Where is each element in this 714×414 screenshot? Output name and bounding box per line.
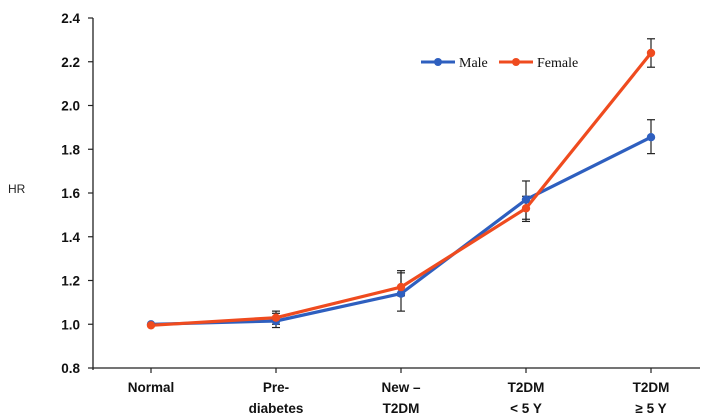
y-tick-label: 1.6 [61, 186, 80, 201]
y-tick-label: 1.4 [61, 230, 80, 245]
y-axis-label: HR [8, 182, 26, 196]
data-point-male [521, 195, 531, 204]
x-category-label-line: Pre- [263, 380, 289, 395]
y-tick-label: 2.2 [61, 55, 80, 70]
x-category-label: New – T2DM [381, 380, 421, 414]
y-tick-label: 1.8 [61, 142, 80, 157]
data-point-female [396, 282, 406, 292]
data-point-male [396, 289, 406, 298]
y-tick-label: 1.0 [61, 317, 80, 332]
data-point-female [646, 48, 656, 58]
axes [88, 17, 700, 373]
legend-item-female: Female [499, 56, 578, 71]
legend-swatch-marker [434, 58, 442, 66]
error-bars [272, 38, 655, 329]
y-tick-label: 0.8 [61, 361, 80, 376]
x-category-label-line: New – [381, 380, 421, 395]
x-category-label-line: ≥ 5 Y [635, 401, 666, 414]
data-points [146, 48, 656, 330]
legend: Male Female [421, 56, 578, 71]
y-tick-label: 2.0 [61, 99, 80, 114]
legend-item-male: Male [421, 56, 488, 71]
legend-label: Female [537, 56, 578, 71]
x-category-label-line: diabetes [249, 401, 304, 414]
x-category-label-line: < 5 Y [510, 401, 542, 414]
y-tick-labels: 0.8 1.0 1.2 1.4 1.6 1.8 2.0 2.2 2.4 [61, 11, 80, 376]
x-category-label: T2DM ≥ 5 Y [633, 380, 670, 414]
x-category-label: Normal [128, 380, 175, 395]
x-category-label: T2DM < 5 Y [508, 380, 545, 414]
data-point-female [271, 313, 281, 322]
legend-swatch-marker [512, 58, 520, 66]
x-category-label: Pre-diabetes [249, 380, 304, 414]
x-category-label-line: Normal [128, 380, 175, 395]
x-category-label-line: T2DM [508, 380, 545, 395]
x-category-label-line: T2DM [633, 380, 670, 395]
legend-label: Male [459, 56, 488, 71]
data-point-female [521, 204, 531, 213]
y-tick-label: 2.4 [61, 11, 80, 26]
x-category-label-line: T2DM [383, 401, 420, 414]
data-point-male [646, 133, 656, 142]
data-point-female [146, 321, 156, 330]
y-tick-label: 1.2 [61, 274, 80, 289]
